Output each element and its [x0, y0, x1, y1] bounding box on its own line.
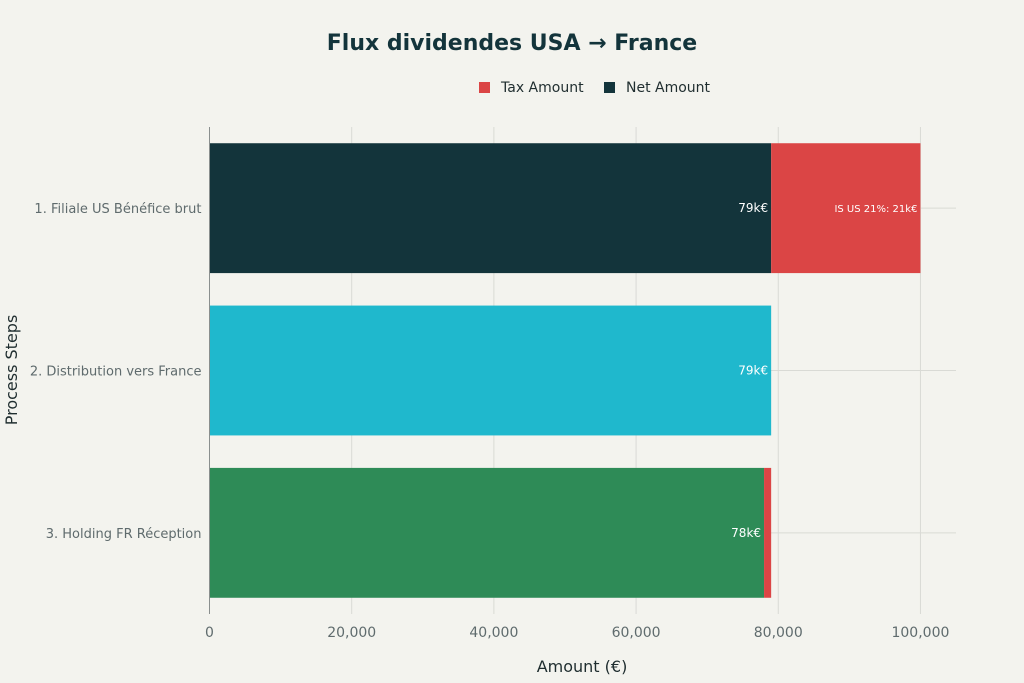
- y-axis-categories: 1. Filiale US Bénéfice brut 2. Distributi…: [30, 202, 202, 542]
- legend-swatch-1: [604, 82, 615, 93]
- bar-labels: 79k€ IS US 21%: 21k€ 79k€ 78k€: [731, 201, 917, 540]
- legend: Tax Amount Net Amount: [479, 80, 711, 96]
- y-axis-title: Process Steps: [2, 315, 21, 426]
- x-tick-label-1: 20,000: [327, 625, 376, 641]
- bar-label-0-2: 78k€: [731, 526, 761, 540]
- category-label-1: 2. Distribution vers France: [30, 365, 202, 380]
- bars: [209, 143, 921, 598]
- legend-label-0: Tax Amount: [500, 80, 584, 96]
- bar-net-amount-1: [209, 305, 772, 436]
- bar-net-amount-0: [209, 143, 772, 274]
- category-label-0: 1. Filiale US Bénéfice brut: [34, 202, 201, 217]
- bar-tax-amount-0: [771, 143, 921, 274]
- bar-label-1-0: IS US 21%: 21k€: [834, 204, 917, 215]
- x-tick-label-4: 80,000: [754, 625, 803, 641]
- bar-label-0-1: 79k€: [738, 364, 768, 378]
- category-label-2: 3. Holding FR Réception: [46, 527, 202, 542]
- x-tick-label-3: 60,000: [612, 625, 661, 641]
- bar-tax-amount-2: [764, 467, 772, 598]
- legend-swatch-0: [479, 82, 490, 93]
- bar-net-amount-2: [209, 467, 765, 598]
- legend-label-1: Net Amount: [626, 80, 711, 96]
- x-tick-label-5: 100,000: [891, 625, 949, 641]
- x-axis-title: Amount (€): [537, 657, 628, 676]
- bar-label-0-0: 79k€: [738, 201, 768, 215]
- x-tick-label-0: 0: [205, 625, 214, 641]
- chart-title: Flux dividendes USA → France: [327, 31, 697, 56]
- x-axis-ticks: 0 20,000 40,000 60,000 80,000 100,000: [205, 625, 949, 641]
- x-tick-label-2: 40,000: [469, 625, 518, 641]
